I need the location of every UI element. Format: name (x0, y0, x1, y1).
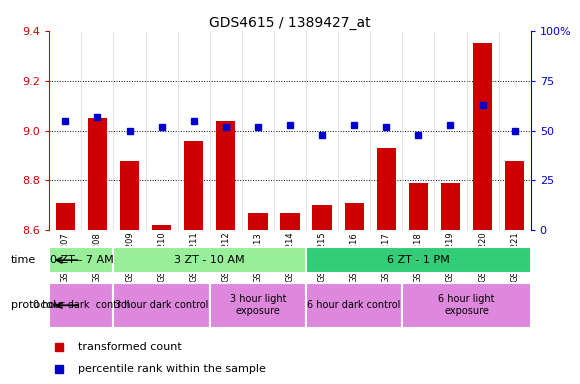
Text: 0 hour dark  control: 0 hour dark control (33, 300, 130, 310)
Text: protocol: protocol (11, 300, 56, 310)
Bar (473, 43, 492, 230)
Bar (505, 161, 524, 230)
Text: 6 hour light
exposure: 6 hour light exposure (438, 295, 495, 316)
Bar (56, 203, 75, 230)
Bar (306, 247, 531, 273)
Text: 3 ZT - 10 AM: 3 ZT - 10 AM (175, 255, 245, 265)
Bar (49, 247, 114, 273)
Text: 3 hour dark control: 3 hour dark control (115, 300, 208, 310)
Bar (88, 118, 107, 230)
Bar (409, 183, 428, 230)
Text: time: time (11, 255, 36, 265)
Text: 6 ZT - 1 PM: 6 ZT - 1 PM (387, 255, 450, 265)
Bar (403, 283, 531, 328)
Bar (184, 141, 204, 230)
Text: percentile rank within the sample: percentile rank within the sample (78, 364, 266, 374)
Text: 6 hour dark control: 6 hour dark control (307, 300, 401, 310)
Bar (248, 213, 267, 230)
Bar (280, 213, 300, 230)
Bar (120, 161, 139, 230)
Text: 3 hour light
exposure: 3 hour light exposure (230, 295, 286, 316)
Bar (376, 148, 396, 230)
Text: 0 ZT - 7 AM: 0 ZT - 7 AM (49, 255, 113, 265)
Bar (210, 283, 306, 328)
Bar (216, 121, 235, 230)
Text: transformed count: transformed count (78, 341, 182, 352)
Bar (306, 283, 403, 328)
Bar (49, 283, 114, 328)
Bar (152, 225, 171, 230)
Title: GDS4615 / 1389427_at: GDS4615 / 1389427_at (209, 16, 371, 30)
Bar (313, 205, 332, 230)
Bar (441, 183, 460, 230)
Bar (345, 203, 364, 230)
Bar (114, 283, 210, 328)
Bar (114, 247, 306, 273)
